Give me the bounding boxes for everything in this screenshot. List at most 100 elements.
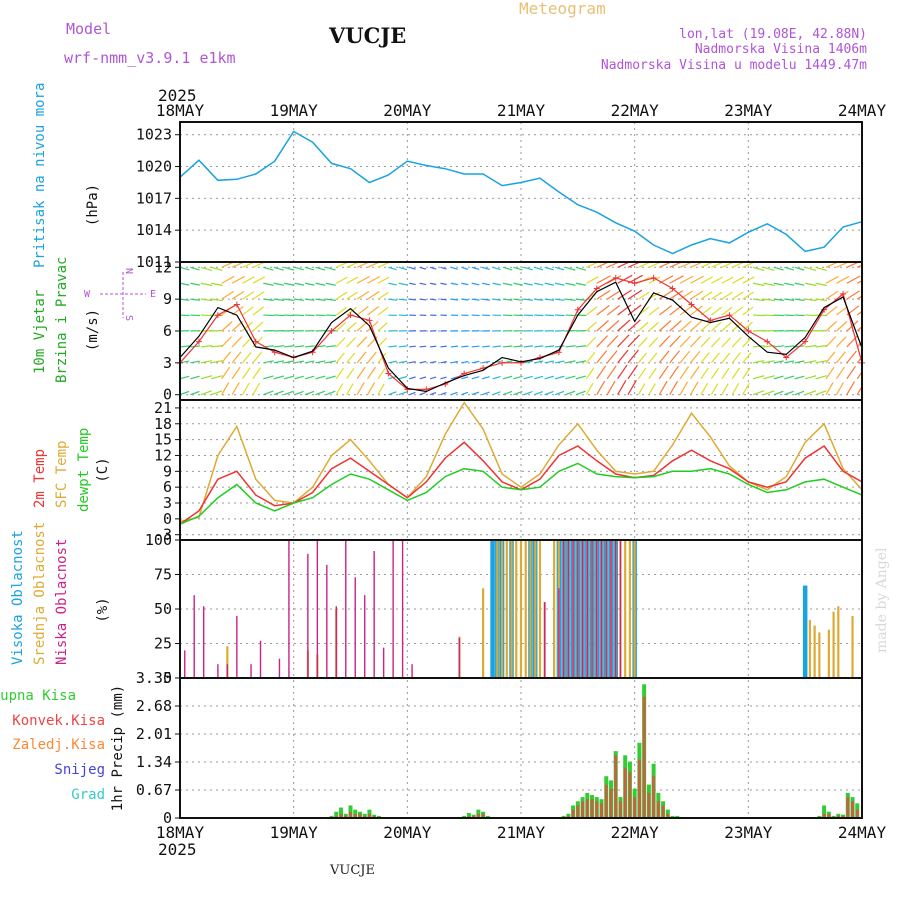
wind-arrow	[471, 376, 480, 380]
wind-arrow	[388, 360, 397, 364]
low-cloud-bar	[562, 540, 565, 678]
wind-arrow	[221, 275, 235, 284]
low-cloud-bar	[600, 540, 603, 678]
mid-cloud-bar	[827, 629, 830, 678]
wind-arrow	[690, 366, 700, 380]
wind-gust-marker	[347, 312, 354, 319]
mid-cloud-bar	[813, 625, 816, 678]
wind-arrow	[731, 276, 745, 284]
wind-arrow	[325, 345, 336, 348]
wind-arrow	[586, 276, 599, 284]
wind-arrow	[836, 321, 848, 332]
wind-arrow	[773, 282, 784, 286]
wind-arrow	[252, 321, 264, 332]
y-tick-label: 6	[163, 478, 172, 496]
precip-legend-conv: Konvek.Kisa	[12, 713, 105, 729]
dewpt-line	[179, 462, 863, 525]
wind-gust-marker	[499, 359, 506, 366]
wind-arrow	[815, 390, 827, 396]
total-precip-bar	[339, 807, 344, 818]
low-cloud-bar	[401, 540, 404, 678]
wind-arrow	[585, 367, 595, 380]
wind-arrow	[554, 360, 565, 364]
wind-arrow	[304, 360, 315, 364]
wind-arrow	[273, 360, 285, 364]
wind-arrow	[554, 282, 565, 286]
wind-arrow	[742, 336, 753, 348]
wind-arrow	[544, 390, 554, 396]
wind-arrow	[710, 337, 721, 348]
wind-arrow	[825, 382, 834, 395]
wind-arrow	[565, 390, 576, 396]
wind-arrow	[711, 306, 722, 316]
high-cloud-bar	[490, 540, 495, 678]
wind-arrow	[409, 376, 416, 380]
wind-arrow	[180, 345, 190, 348]
temp-unit: (C)	[95, 457, 111, 482]
wind-arrow	[565, 282, 576, 286]
wind-arrow	[325, 375, 336, 380]
wind-arrow	[419, 266, 427, 270]
wind-arrow	[377, 352, 387, 364]
wind-arrow	[523, 391, 533, 396]
wind-arrow	[835, 351, 846, 364]
wind-arrow	[805, 375, 817, 380]
conv-precip-bar	[571, 809, 575, 818]
conv-precip-bar	[566, 815, 570, 818]
wind-arrow	[846, 365, 856, 380]
conv-precip-bar	[656, 801, 660, 818]
wind-gust-marker	[593, 285, 600, 292]
wind-arrow	[794, 390, 805, 396]
wind-arrow	[273, 345, 285, 348]
wind-arrow	[315, 375, 326, 380]
wind-arrow	[450, 266, 458, 270]
wind-compass: N W E S	[84, 268, 156, 321]
year-top: 2025	[158, 86, 197, 105]
wind-arrow	[690, 290, 704, 300]
low-cloud-bar	[335, 606, 337, 678]
wind-arrow	[200, 375, 213, 380]
wind-arrow	[409, 298, 416, 301]
wind-arrow	[846, 350, 857, 364]
wind-arrow	[763, 390, 775, 396]
wind-arrow	[794, 298, 805, 301]
wind-arrow	[346, 367, 355, 380]
wind-arrow	[753, 345, 765, 348]
wind-arrow	[804, 390, 817, 396]
wind-arrow	[596, 335, 609, 348]
wind-arrow	[648, 306, 660, 316]
wind-arrow	[815, 282, 827, 287]
wind-arrow	[304, 298, 315, 301]
wind-arrow	[679, 290, 693, 300]
wind-arrow	[335, 367, 345, 380]
mid-cloud-bar	[624, 540, 627, 678]
wind-arrow	[825, 321, 837, 332]
wind-arrow	[856, 310, 862, 316]
wind-arrow	[294, 390, 304, 396]
wind-arrow	[231, 366, 241, 380]
wind-arrow	[409, 282, 416, 286]
wind-arrow	[742, 306, 754, 316]
meteogram-title: Meteogram	[519, 0, 606, 18]
low-cloud-bar	[236, 615, 238, 678]
x-tick-label-top: 21MAY	[497, 101, 546, 120]
wind-arrow	[710, 367, 720, 380]
wind-arrow	[825, 305, 838, 316]
wind-arrow	[617, 364, 628, 380]
wind-arrow	[784, 390, 794, 396]
wind-arrow	[575, 298, 587, 301]
wind-arrow	[346, 383, 354, 395]
wind-arrow	[554, 390, 565, 396]
wind-arrow	[700, 276, 713, 284]
wind-arrow	[700, 291, 713, 300]
wind-arrow	[596, 305, 610, 316]
low-cloud-bar	[345, 540, 347, 678]
wind-arrow	[419, 345, 427, 348]
wind-arrow	[367, 351, 377, 364]
wind-arrow	[346, 291, 358, 300]
wind-arrow	[231, 336, 243, 348]
wind-arrow	[784, 375, 795, 380]
wind-arrow	[440, 376, 447, 380]
wind-arrow	[242, 306, 254, 316]
wind-arrow	[700, 367, 709, 380]
